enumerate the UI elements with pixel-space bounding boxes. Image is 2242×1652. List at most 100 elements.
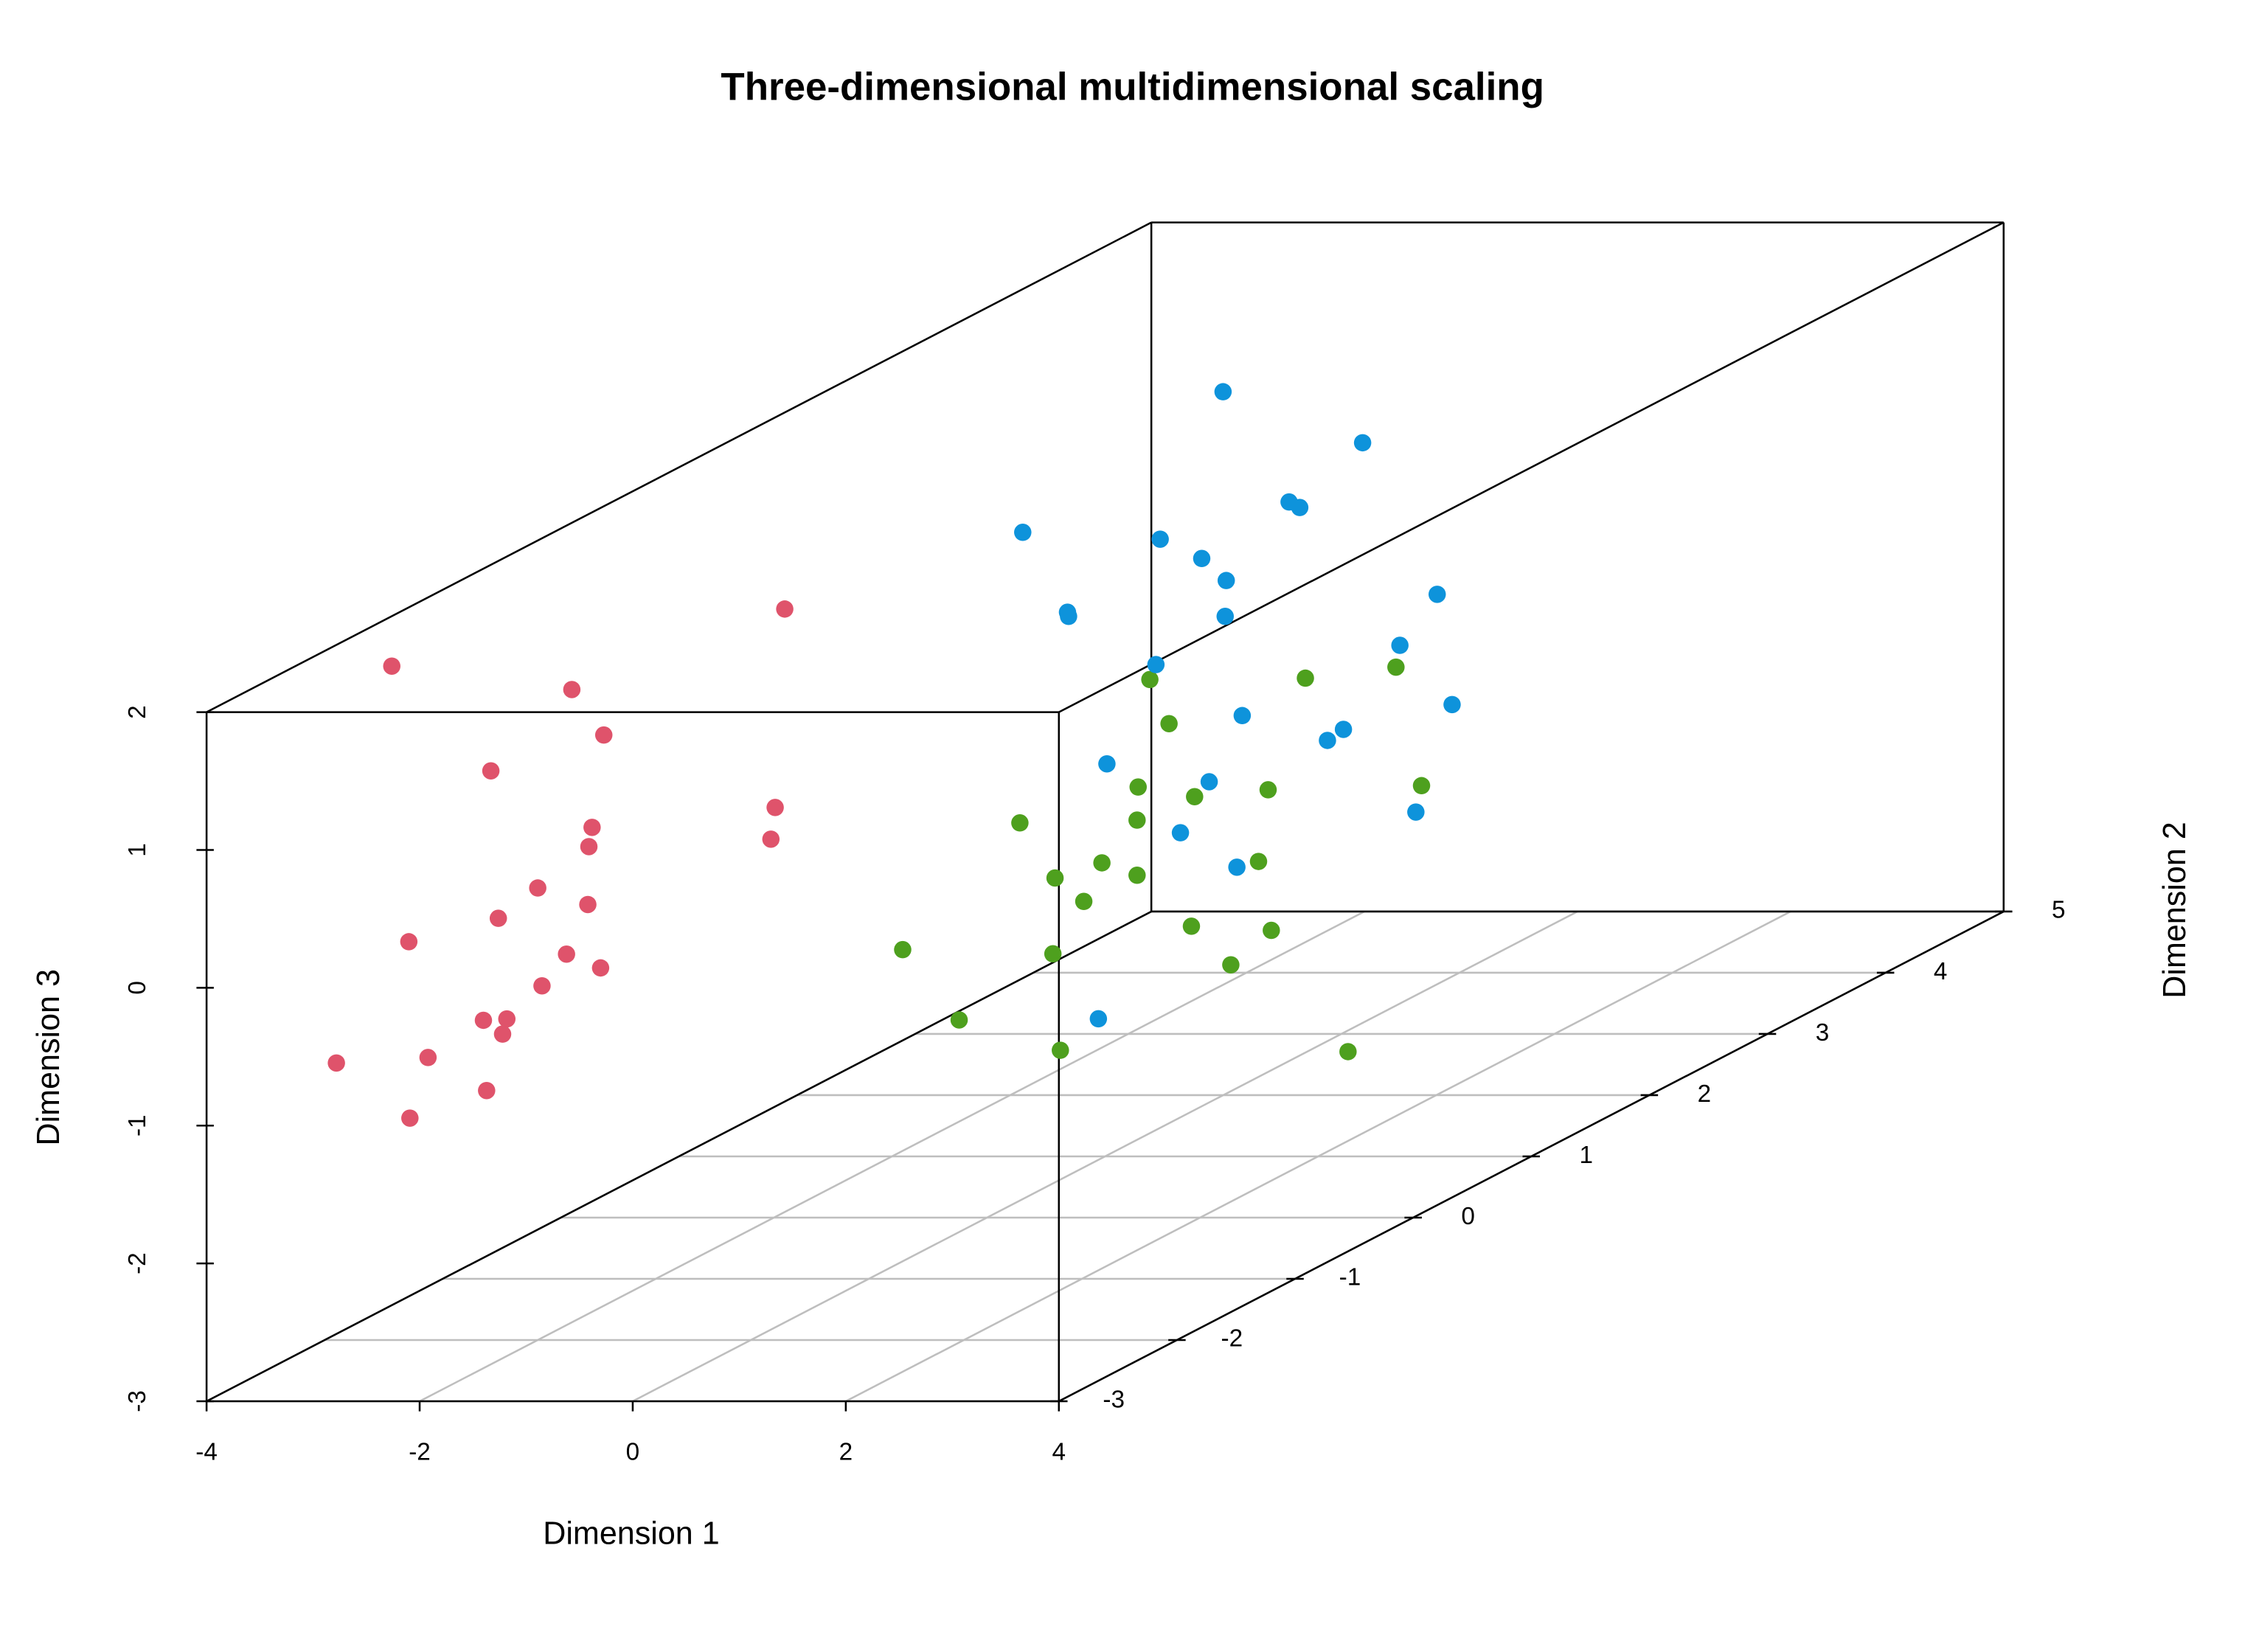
point — [1387, 658, 1405, 676]
x-tick-label: -2 — [409, 1438, 431, 1465]
y-axis-label: Dimension 2 — [2157, 822, 2193, 998]
point — [1233, 707, 1252, 725]
point — [580, 838, 598, 856]
z-tick-label: -3 — [124, 1390, 151, 1412]
chart-title: Three-dimensional multidimensional scali… — [721, 65, 1544, 108]
point — [894, 940, 912, 959]
point — [1228, 858, 1246, 876]
point — [1044, 945, 1062, 963]
point — [1319, 732, 1336, 749]
point — [529, 879, 546, 897]
point — [1182, 917, 1201, 935]
point — [1186, 788, 1204, 806]
point — [533, 976, 551, 995]
point — [1098, 754, 1116, 773]
point — [558, 945, 575, 963]
point — [474, 1011, 493, 1030]
z-tick-label: 0 — [124, 981, 151, 995]
x-tick-label: -4 — [195, 1438, 218, 1465]
y-tick-label: -3 — [1103, 1386, 1125, 1414]
y-tick-label: 5 — [2052, 897, 2066, 924]
grid-line — [845, 910, 1791, 1403]
y-tick-label: 1 — [1579, 1142, 1593, 1169]
x-tick-label: 2 — [839, 1438, 853, 1465]
point — [489, 909, 507, 927]
point — [1128, 811, 1146, 829]
point — [1259, 781, 1277, 799]
point — [419, 1049, 437, 1066]
z-tick-label: -1 — [124, 1114, 151, 1136]
box-edge — [206, 221, 1152, 713]
point — [591, 959, 610, 977]
point — [478, 1081, 496, 1100]
point — [1407, 803, 1425, 821]
z-tick-label: 2 — [124, 705, 151, 719]
y-tick-label: 0 — [1461, 1203, 1475, 1230]
point — [1193, 549, 1211, 568]
point — [1217, 572, 1235, 589]
y-tick-label: 3 — [1816, 1019, 1830, 1047]
y-tick-label: -2 — [1221, 1325, 1243, 1353]
point — [762, 830, 780, 848]
box-edge — [1058, 221, 2005, 713]
point — [1216, 608, 1235, 625]
point — [1141, 670, 1159, 689]
point — [1297, 669, 1314, 687]
point — [594, 726, 613, 744]
point — [1128, 867, 1146, 884]
point — [1412, 777, 1431, 795]
point — [766, 799, 784, 816]
grid-line — [419, 910, 1365, 1403]
y-tick-label: -1 — [1339, 1264, 1361, 1291]
point — [1160, 715, 1178, 732]
point — [776, 600, 794, 618]
point — [1291, 499, 1309, 516]
point — [401, 1109, 419, 1127]
point — [1046, 869, 1064, 887]
point — [1339, 1043, 1357, 1061]
point — [1093, 854, 1111, 872]
x-tick-label: 4 — [1052, 1438, 1066, 1465]
point — [400, 933, 418, 951]
point — [1334, 721, 1353, 738]
z-axis-label: Dimension 3 — [31, 969, 66, 1145]
point — [1089, 1010, 1108, 1028]
point — [563, 681, 581, 698]
point — [1147, 656, 1165, 673]
y-tick-label: 2 — [1698, 1080, 1712, 1108]
point — [1052, 1041, 1069, 1059]
point — [383, 657, 400, 675]
point — [950, 1011, 968, 1029]
x-tick-label: 0 — [626, 1438, 640, 1465]
point — [498, 1010, 516, 1028]
point — [1249, 853, 1268, 870]
point — [1075, 892, 1093, 911]
point — [493, 1025, 512, 1043]
point — [1222, 956, 1240, 974]
point — [1129, 778, 1147, 796]
point — [1353, 434, 1372, 452]
point — [1011, 814, 1029, 832]
point — [1151, 530, 1169, 548]
point — [1443, 695, 1461, 714]
grid-line — [632, 910, 1578, 1403]
point — [327, 1054, 345, 1072]
point — [1171, 824, 1190, 841]
point — [1428, 586, 1446, 603]
z-tick-label: -2 — [124, 1252, 151, 1274]
point — [583, 819, 601, 836]
point — [1060, 608, 1077, 625]
point — [1014, 524, 1032, 541]
point — [482, 762, 500, 780]
box-edge — [206, 910, 1152, 1403]
point — [1391, 636, 1409, 654]
z-tick-label: 1 — [124, 843, 151, 857]
point — [579, 895, 597, 914]
x-axis-label: Dimension 1 — [543, 1516, 719, 1552]
point — [1214, 383, 1232, 400]
y-tick-label: 4 — [1934, 958, 1948, 985]
point — [1263, 921, 1280, 940]
point — [1200, 773, 1218, 791]
